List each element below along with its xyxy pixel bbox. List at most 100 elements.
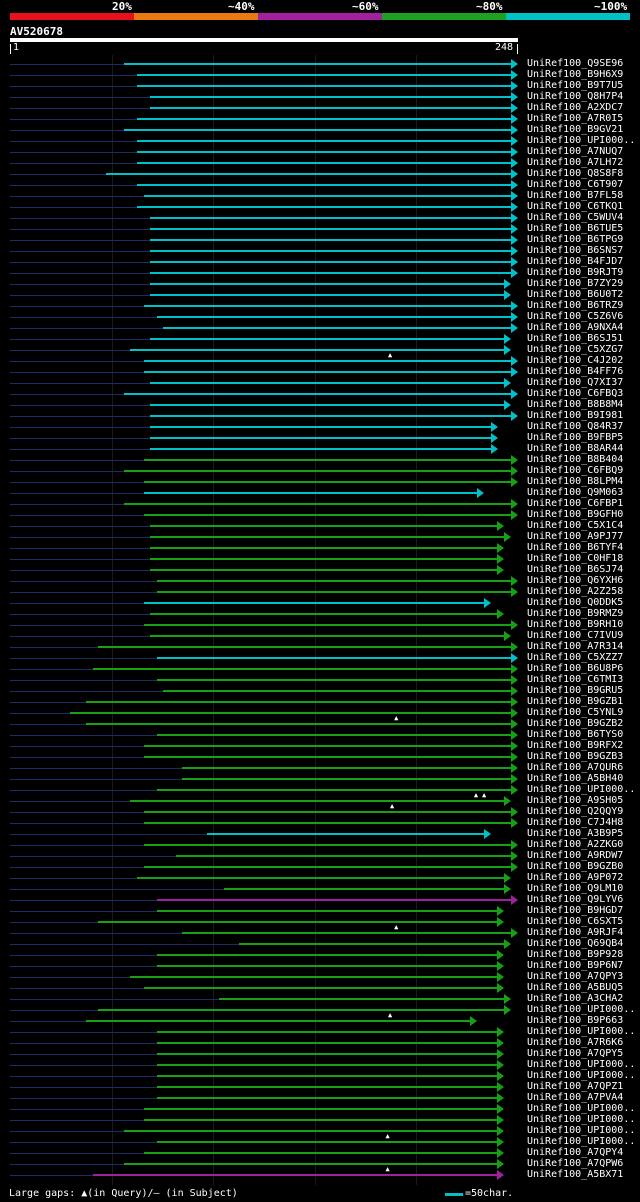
hit-label[interactable]: UniRef100_B6SNS7	[527, 245, 624, 256]
hit-label[interactable]: UniRef100_UPI000..	[527, 1004, 636, 1015]
alignment-bar[interactable]	[144, 360, 512, 362]
hit-label[interactable]: UniRef100_C0HF18	[527, 553, 624, 564]
alignment-bar[interactable]	[156, 316, 512, 318]
hit-row[interactable]: UniRef100_B6U8P6	[0, 663, 640, 675]
alignment-bar[interactable]	[156, 1097, 499, 1099]
hit-row[interactable]: UniRef100_B9RMZ9	[0, 608, 640, 620]
hit-label[interactable]: UniRef100_B9HGD7	[527, 905, 624, 916]
hit-row[interactable]: UniRef100_C7IVU9	[0, 630, 640, 642]
alignment-bar[interactable]	[156, 734, 512, 736]
alignment-bar[interactable]	[123, 1163, 499, 1165]
hit-label[interactable]: UniRef100_B9GZB3	[527, 751, 624, 762]
hit-row[interactable]: UniRef100_B9RJT9	[0, 267, 640, 279]
hit-label[interactable]: UniRef100_UPI000..	[527, 1070, 636, 1081]
hit-label[interactable]: UniRef100_Q9LYV6	[527, 894, 624, 905]
hit-row[interactable]: UniRef100_UPI000..	[0, 1136, 640, 1148]
alignment-bar[interactable]	[129, 349, 505, 351]
hit-row[interactable]: UniRef100_UPI000..	[0, 1114, 640, 1126]
alignment-bar[interactable]	[150, 107, 512, 109]
hit-row[interactable]: UniRef100_C0HF18	[0, 553, 640, 565]
hit-label[interactable]: UniRef100_Q9SE96	[527, 58, 624, 69]
hit-label[interactable]: UniRef100_B9H6X9	[527, 69, 624, 80]
alignment-bar[interactable]	[144, 305, 512, 307]
alignment-bar[interactable]	[144, 602, 486, 604]
alignment-bar[interactable]	[137, 140, 512, 142]
alignment-bar[interactable]	[156, 1086, 499, 1088]
alignment-bar[interactable]	[123, 63, 512, 65]
alignment-bar[interactable]	[156, 1141, 499, 1143]
hit-label[interactable]: UniRef100_B6SJ74	[527, 564, 624, 575]
alignment-bar[interactable]	[144, 1152, 499, 1154]
hit-label[interactable]: UniRef100_A7QUR6	[527, 762, 624, 773]
hit-row[interactable]: UniRef100_B9HGD7	[0, 905, 640, 917]
hit-label[interactable]: UniRef100_B9P6N7	[527, 960, 624, 971]
hit-row[interactable]: UniRef100_C6TMI3	[0, 674, 640, 686]
hit-label[interactable]: UniRef100_B9GFH0	[527, 509, 624, 520]
hit-row[interactable]: UniRef100_Q69QB4	[0, 938, 640, 950]
alignment-bar[interactable]	[150, 96, 512, 98]
hit-label[interactable]: UniRef100_B6U8P6	[527, 663, 624, 674]
hit-row[interactable]: UniRef100_B9I981	[0, 410, 640, 422]
hit-row[interactable]: UniRef100_A7QUR6	[0, 762, 640, 774]
hit-label[interactable]: UniRef100_B9GZB2	[527, 718, 624, 729]
hit-label[interactable]: UniRef100_UPI000..	[527, 1125, 636, 1136]
alignment-bar[interactable]	[162, 690, 512, 692]
hit-row[interactable]: UniRef100_B8AR44	[0, 443, 640, 455]
hit-row[interactable]: UniRef100_B9H6X9	[0, 69, 640, 81]
hit-label[interactable]: UniRef100_B9RFX2	[527, 740, 624, 751]
hit-label[interactable]: UniRef100_UPI000..	[527, 135, 636, 146]
alignment-bar[interactable]	[137, 184, 512, 186]
hit-label[interactable]: UniRef100_C6FBP1	[527, 498, 624, 509]
alignment-bar[interactable]	[156, 1064, 499, 1066]
hit-row[interactable]: UniRef100_Q9SE96	[0, 58, 640, 70]
hit-row[interactable]: UniRef100_Q8H7P4	[0, 91, 640, 103]
hit-row[interactable]: UniRef100_C6TKQ1	[0, 201, 640, 213]
hit-row[interactable]: UniRef100_A3B9P5	[0, 828, 640, 840]
hit-label[interactable]: UniRef100_B9P663	[527, 1015, 624, 1026]
hit-label[interactable]: UniRef100_B9GV21	[527, 124, 624, 135]
hit-row[interactable]: ▲ UniRef100_C5YNL9	[0, 707, 640, 722]
hit-row[interactable]: UniRef100_A7R6K6	[0, 1037, 640, 1049]
alignment-bar[interactable]	[137, 206, 512, 208]
hit-label[interactable]: UniRef100_UPI000..	[527, 1114, 636, 1125]
hit-row[interactable]: UniRef100_A9PJ77	[0, 531, 640, 543]
hit-label[interactable]: UniRef100_Q9LM10	[527, 883, 624, 894]
hit-row[interactable]: ▲ ▲ UniRef100_UPI000..	[0, 784, 640, 799]
hit-row[interactable]: UniRef100_C6FBQ3	[0, 388, 640, 400]
alignment-bar[interactable]	[150, 426, 492, 428]
alignment-bar[interactable]	[150, 228, 512, 230]
hit-label[interactable]: UniRef100_C5XZG7	[527, 344, 624, 355]
alignment-bar[interactable]	[150, 250, 512, 252]
hit-row[interactable]: UniRef100_B6TRZ9	[0, 300, 640, 312]
hit-row[interactable]: UniRef100_Q2QQY9	[0, 806, 640, 818]
hit-row[interactable]: UniRef100_Q9M063	[0, 487, 640, 499]
hit-row[interactable]: UniRef100_B8B404	[0, 454, 640, 466]
hit-label[interactable]: UniRef100_B4FJD7	[527, 256, 624, 267]
hit-label[interactable]: UniRef100_Q0DDK5	[527, 597, 624, 608]
hit-row[interactable]: UniRef100_C6FBP1	[0, 498, 640, 510]
hit-label[interactable]: UniRef100_A7R0I5	[527, 113, 624, 124]
alignment-bar[interactable]	[144, 459, 512, 461]
hit-label[interactable]: UniRef100_A5BX71	[527, 1169, 624, 1180]
alignment-bar[interactable]	[106, 173, 512, 175]
hit-row[interactable]: UniRef100_C4J202	[0, 355, 640, 367]
hit-label[interactable]: UniRef100_B6TYS0	[527, 729, 624, 740]
hit-row[interactable]: UniRef100_B9P663	[0, 1015, 640, 1027]
hit-label[interactable]: UniRef100_C5X1C4	[527, 520, 624, 531]
hit-row[interactable]: UniRef100_Q6YXH6	[0, 575, 640, 587]
hit-row[interactable]: UniRef100_A7LH72	[0, 157, 640, 169]
alignment-bar[interactable]	[144, 514, 512, 516]
hit-label[interactable]: UniRef100_B9RH10	[527, 619, 624, 630]
hit-row[interactable]: UniRef100_A9P072	[0, 872, 640, 884]
alignment-bar[interactable]	[181, 778, 512, 780]
alignment-bar[interactable]	[144, 1119, 499, 1121]
hit-label[interactable]: UniRef100_C6TMI3	[527, 674, 624, 685]
hit-row[interactable]: UniRef100_B9GRU5	[0, 685, 640, 697]
alignment-bar[interactable]	[86, 723, 512, 725]
alignment-bar[interactable]	[144, 371, 512, 373]
hit-label[interactable]: UniRef100_UPI000..	[527, 1136, 636, 1147]
alignment-bar[interactable]	[98, 646, 512, 648]
hit-label[interactable]: UniRef100_Q7XI37	[527, 377, 624, 388]
hit-row[interactable]: UniRef100_B6SJ74	[0, 564, 640, 576]
hit-label[interactable]: UniRef100_C5WUV4	[527, 212, 624, 223]
